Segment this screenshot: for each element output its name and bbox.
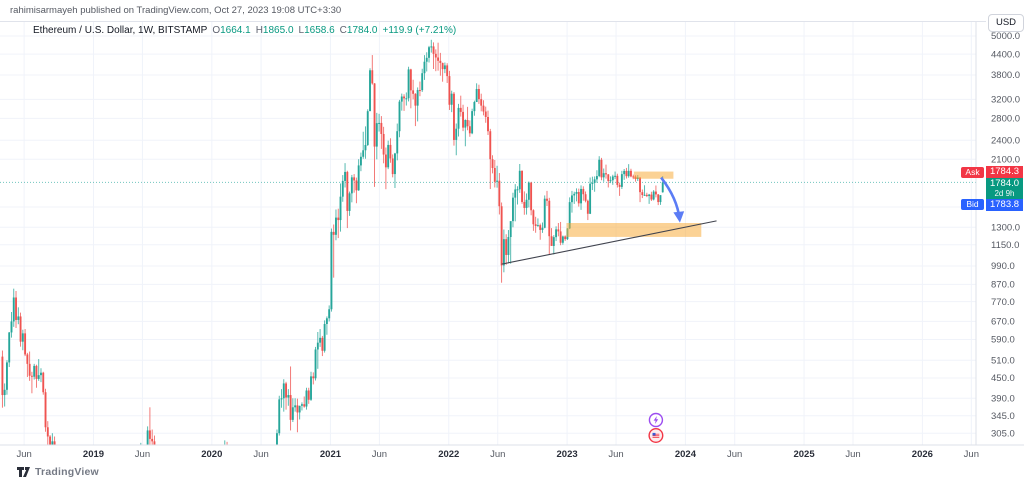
time-tick-label: 2019 — [83, 449, 104, 460]
time-tick-label: 2023 — [557, 449, 578, 460]
last-price-value: 1784.0 — [989, 178, 1020, 189]
symbol-title[interactable]: Ethereum / U.S. Dollar, 1W, BITSTAMP — [33, 25, 208, 36]
event-icon-economic-us-flag[interactable] — [648, 427, 664, 444]
ask-price-badge: 1784.3 — [986, 166, 1023, 178]
time-tick-label: 2022 — [438, 449, 459, 460]
bid-price-badge: 1783.8 — [986, 199, 1023, 211]
grid-lines — [0, 22, 976, 445]
time-tick-label: Jun — [727, 449, 742, 460]
time-tick-label: Jun — [608, 449, 623, 460]
price-tick-label: 4400.0 — [991, 49, 1020, 60]
attribution-text: rahimisarmayeh published on TradingView.… — [10, 5, 342, 16]
price-axis-labels[interactable]: 5000.0 4400.0 3800.0 3200.0 2800.0 2400.0 2100… — [991, 31, 1020, 439]
price-tick-label: 670.0 — [991, 317, 1015, 328]
symbol-legend: Ethereum / U.S. Dollar, 1W, BITSTAMP O166… — [33, 25, 456, 36]
high-value: 1865.0 — [262, 25, 294, 36]
change-value: +119.9 (+7.21%) — [382, 25, 457, 36]
down-arrow[interactable] — [660, 176, 685, 223]
price-tick-label: 510.0 — [991, 355, 1015, 366]
time-tick-label: Jun — [372, 449, 387, 460]
price-tick-label: 450.0 — [991, 373, 1015, 384]
ask-label-badge: Ask — [961, 167, 984, 178]
open-label: O — [212, 25, 221, 36]
low-value: 1658.6 — [304, 25, 335, 36]
tradingview-logo[interactable]: TradingView — [17, 464, 99, 480]
tradingview-logo-icon — [17, 467, 30, 477]
price-tick-label: 2400.0 — [991, 135, 1020, 146]
price-tick-label: 590.0 — [991, 335, 1015, 346]
attribution-bar: rahimisarmayeh published on TradingView.… — [0, 0, 986, 22]
price-tick-label: 990.0 — [991, 261, 1015, 272]
demand-zone-rectangle[interactable] — [566, 222, 702, 237]
candlestick-series — [1, 39, 664, 445]
price-tick-label: 5000.0 — [991, 31, 1020, 42]
time-tick-label: 2026 — [912, 449, 933, 460]
price-tick-label: 3800.0 — [991, 70, 1020, 81]
time-axis-labels[interactable]: Jun 2019 Jun 2020 Jun 2021 Jun 2022 Jun 2023 Jun 20… — [16, 449, 979, 460]
price-tick-label: 305.0 — [991, 428, 1015, 439]
open-value: 1664.1 — [220, 25, 251, 36]
price-tick-label: 1150.0 — [991, 240, 1019, 251]
time-tick-label: 2020 — [201, 449, 222, 460]
supply-zone-rectangle[interactable] — [633, 171, 674, 179]
low-label: L — [298, 25, 305, 36]
price-tick-label: 770.0 — [991, 297, 1015, 308]
price-tick-label: 2800.0 — [991, 114, 1020, 125]
time-tick-label: Jun — [490, 449, 505, 460]
time-tick-label: Jun — [253, 449, 268, 460]
time-tick-label: Jun — [845, 449, 860, 460]
trendline[interactable] — [501, 220, 717, 265]
price-tick-label: 3200.0 — [991, 95, 1020, 106]
price-tick-label: 2100.0 — [991, 154, 1020, 165]
high-label: H — [255, 25, 263, 36]
price-tick-label: 870.0 — [991, 280, 1015, 291]
time-tick-label: 2025 — [793, 449, 815, 460]
event-icon-flash[interactable] — [648, 412, 664, 428]
price-tick-label: 1300.0 — [991, 223, 1020, 234]
currency-toggle-button[interactable]: USD — [988, 14, 1024, 32]
close-value: 1784.0 — [346, 25, 378, 36]
price-tick-label: 345.0 — [991, 411, 1015, 422]
time-tick-label: 2021 — [320, 449, 342, 460]
time-tick-label: Jun — [16, 449, 31, 460]
bar-countdown: 2d 9h — [994, 189, 1015, 198]
time-tick-label: Jun — [135, 449, 150, 460]
time-tick-label: 2024 — [675, 449, 697, 460]
tradingview-logo-text: TradingView — [35, 466, 99, 478]
price-tick-label: 390.0 — [991, 393, 1015, 404]
last-price-badge: 1784.0 2d 9h — [986, 178, 1023, 199]
close-label: C — [339, 25, 347, 36]
bid-label-badge: Bid — [961, 199, 984, 210]
time-tick-label: Jun — [964, 449, 979, 460]
